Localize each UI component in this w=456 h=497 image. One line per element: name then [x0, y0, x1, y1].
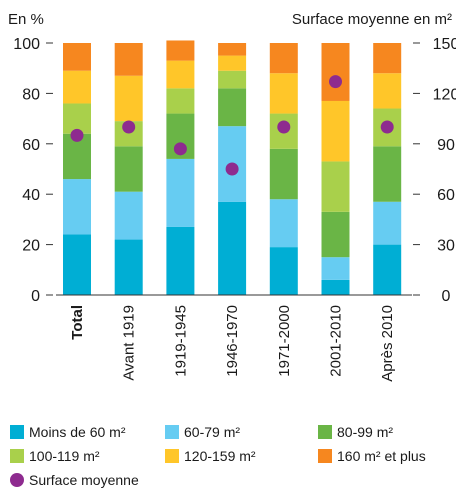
legend-item-100-119: 100-119 m² — [10, 448, 100, 464]
bar-segment — [269, 247, 298, 295]
left-tick-label: 20 — [22, 238, 40, 255]
average-surface-dot — [70, 128, 84, 142]
average-surface-dot — [122, 120, 136, 134]
category-labels: Total Avant 1919 1919-1945 1946-1970 1971-20… — [69, 305, 396, 382]
right-tick-label: 60 — [437, 187, 455, 204]
left-axis-ticks: 0 20 40 60 80 100 — [13, 36, 53, 305]
legend-row-2: 100-119 m² 120-159 m² 160 m² et plus — [10, 448, 456, 472]
bar-segment — [63, 234, 91, 295]
legend-dot — [10, 473, 24, 487]
legend-swatch — [165, 425, 179, 439]
bar-segment — [269, 199, 298, 248]
category-label: Avant 1919 — [121, 305, 138, 381]
left-tick-label: 60 — [22, 137, 40, 154]
bar-segment — [321, 161, 350, 212]
bar-segment — [114, 43, 143, 76]
legend-label: Surface moyenne — [29, 472, 139, 488]
right-tick-label: 30 — [437, 238, 455, 255]
bar-segment — [166, 158, 195, 227]
legend-label: 60-79 m² — [184, 424, 241, 440]
legend-swatch — [10, 425, 24, 439]
bar-segment — [114, 146, 143, 192]
legend-item-80-99: 80-99 m² — [318, 424, 393, 440]
category-label: Après 2010 — [379, 305, 396, 382]
right-axis-ticks: 0 30 60 90 120 150 — [413, 36, 456, 305]
left-tick-label: 0 — [31, 288, 40, 305]
right-tick-label: 150 — [433, 36, 456, 53]
bar-segment — [114, 75, 143, 122]
legend-swatch — [165, 449, 179, 463]
legend-swatch — [10, 449, 24, 463]
bar-segment — [218, 70, 247, 89]
right-tick-label: 120 — [433, 86, 456, 103]
average-surface-dot — [277, 120, 291, 134]
bar-segment — [166, 60, 195, 89]
left-axis-unit: En % — [8, 11, 44, 28]
bar-segment — [321, 100, 350, 162]
legend: Moins de 60 m² 60-79 m² 80-99 m² 100-119… — [10, 424, 456, 496]
bar-segment — [218, 201, 247, 295]
category-label: 1919-1945 — [172, 305, 189, 377]
legend-swatch — [318, 425, 332, 439]
bar-segment — [114, 239, 143, 295]
bar-segment — [218, 43, 247, 56]
category-label: 1971-2000 — [276, 305, 293, 377]
average-surface-dot — [173, 142, 187, 156]
bar-segment — [166, 226, 195, 295]
legend-swatch — [318, 449, 332, 463]
bar-segment — [63, 103, 91, 134]
average-surface-dot — [380, 120, 394, 134]
average-surface-dot — [225, 162, 239, 176]
bar-segment — [321, 211, 350, 258]
legend-item-160-plus: 160 m² et plus — [318, 448, 426, 464]
legend-label: Moins de 60 m² — [29, 424, 126, 440]
bar-segment — [373, 73, 402, 109]
left-tick-label: 100 — [13, 36, 40, 53]
bar-segment — [269, 43, 298, 74]
bar-segment — [166, 88, 195, 114]
right-tick-label: 90 — [437, 137, 455, 154]
average-surface-dot — [329, 75, 342, 89]
bar-segment — [63, 70, 91, 104]
bar-segment — [114, 191, 143, 240]
category-label: Total — [69, 305, 86, 340]
right-axis-unit: Surface moyenne en m² — [292, 11, 452, 28]
legend-item-60-79: 60-79 m² — [165, 424, 240, 440]
bar-stacks — [63, 40, 402, 295]
legend-label: 120-159 m² — [184, 448, 256, 464]
legend-label: 100-119 m² — [29, 448, 100, 464]
legend-label: 160 m² et plus — [337, 448, 426, 464]
category-label: 2001-2010 — [328, 305, 345, 377]
legend-row-1: Moins de 60 m² 60-79 m² 80-99 m² — [10, 424, 456, 448]
left-tick-label: 80 — [22, 86, 40, 103]
bar-segment — [373, 43, 402, 74]
bar-segment — [321, 257, 350, 280]
bar-segment — [218, 55, 247, 71]
legend-item-under-60: Moins de 60 m² — [10, 424, 125, 440]
category-label: 1946-1970 — [224, 305, 241, 377]
bar-segment — [321, 43, 350, 101]
right-tick-label: 0 — [442, 288, 451, 305]
legend-row-3: Surface moyenne — [10, 472, 456, 496]
bar-segment — [373, 146, 402, 202]
bar-segment — [63, 179, 91, 235]
bar-segment — [269, 73, 298, 114]
average-surface-markers — [70, 75, 394, 176]
legend-label: 80-99 m² — [337, 424, 394, 440]
bar-segment — [63, 43, 91, 71]
legend-item-120-159: 120-159 m² — [165, 448, 256, 464]
legend-item-average: Surface moyenne — [10, 472, 139, 488]
bar-segment — [269, 148, 298, 200]
bar-segment — [373, 201, 402, 245]
chart: En % Surface moyenne en m² 020406080100 … — [8, 11, 456, 382]
bar-segment — [166, 40, 195, 61]
bar-segment — [373, 244, 402, 295]
bar-segment — [321, 279, 350, 295]
left-tick-label: 40 — [22, 187, 40, 204]
bar-segment — [218, 88, 247, 127]
